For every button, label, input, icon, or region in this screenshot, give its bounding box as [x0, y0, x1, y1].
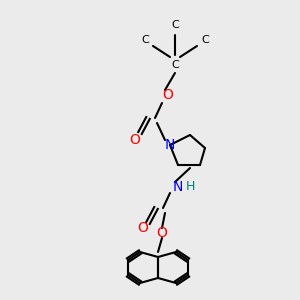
Text: H: H	[185, 181, 195, 194]
Text: O: O	[138, 221, 148, 235]
Text: C: C	[171, 60, 179, 70]
Text: O: O	[157, 226, 167, 240]
Text: C: C	[171, 20, 179, 30]
Text: N: N	[173, 180, 183, 194]
Text: N: N	[165, 138, 175, 152]
Text: O: O	[163, 88, 173, 102]
Text: O: O	[130, 133, 140, 147]
Text: C: C	[141, 35, 149, 45]
Text: C: C	[201, 35, 209, 45]
